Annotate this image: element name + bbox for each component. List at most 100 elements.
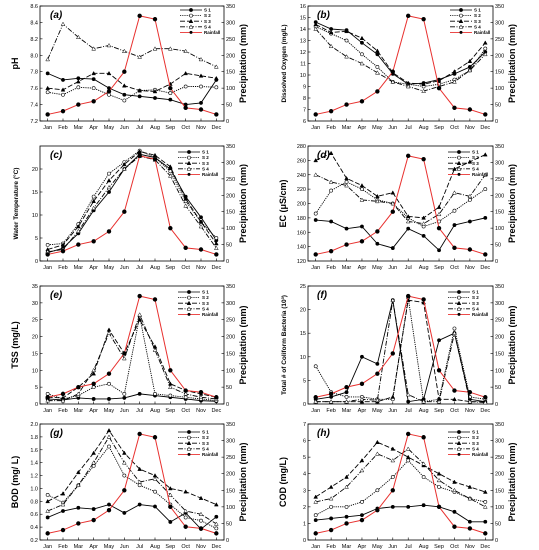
y-tick-label: 1.4 (30, 461, 38, 467)
rainfall-point (483, 531, 488, 536)
x-tick-label: Oct (181, 544, 190, 550)
data-point (198, 56, 204, 62)
data-point (390, 504, 395, 509)
y-tick-label: 1 (303, 521, 306, 527)
data-point (137, 502, 142, 507)
data-point (122, 391, 127, 396)
rainfall-point (359, 381, 365, 386)
right-tick-label: 100 (495, 505, 504, 511)
series-line (47, 316, 217, 402)
data-point (168, 173, 173, 178)
x-tick-label: Dec (480, 265, 490, 271)
panel-label: (b) (317, 10, 330, 21)
x-tick-label: May (104, 125, 115, 131)
data-point (91, 371, 96, 376)
legend-label: Rainfall (202, 312, 218, 317)
data-point (344, 399, 349, 404)
data-point (405, 446, 411, 451)
series-line (315, 504, 486, 523)
data-point (344, 504, 349, 509)
data-point (344, 28, 349, 34)
data-point (467, 219, 472, 224)
legend-marker (187, 312, 191, 316)
rainfall-point (406, 431, 411, 437)
rainfall-point (467, 526, 473, 531)
rainfall-point (359, 239, 365, 244)
y-tick-label: 8.6 (30, 4, 38, 10)
x-tick-label: Apr (89, 408, 98, 414)
data-point (313, 21, 319, 27)
y-tick-label: 10 (300, 355, 306, 361)
rainfall-point (313, 395, 318, 400)
x-tick-label: Jun (120, 544, 129, 550)
data-point (421, 503, 426, 508)
y-tick-label: 35 (32, 284, 38, 290)
rainfall-point (106, 507, 112, 513)
legend-marker (456, 166, 462, 171)
rainfall-point (91, 517, 96, 523)
y-tick-label: 1.8 (30, 435, 38, 441)
y-tick-label: 7.6 (30, 86, 38, 92)
rainfall-line (315, 155, 486, 255)
legend-label: S 2 (204, 13, 211, 18)
data-point (76, 224, 81, 229)
right-tick-label: 200 (226, 53, 235, 59)
data-point (60, 242, 66, 247)
legend-marker (188, 18, 194, 23)
plot-frame (307, 285, 494, 405)
rainfall-point (375, 507, 380, 513)
x-tick-label: Jan (311, 544, 320, 550)
y-tick-label: 120 (297, 259, 306, 265)
rainfall-point (313, 112, 318, 117)
right-tick-label: 100 (226, 226, 235, 232)
right-tick-label: 150 (495, 351, 504, 357)
x-tick-label: Aug (150, 125, 160, 131)
y-tick-label: 1.6 (30, 448, 38, 454)
series-line (315, 181, 486, 227)
legend-label: Rainfall (204, 30, 220, 35)
data-point (405, 219, 411, 224)
data-point (360, 52, 364, 57)
data-point (406, 458, 411, 463)
rainfall-point (137, 293, 142, 299)
data-point (405, 392, 411, 397)
right-tick-label: 150 (495, 70, 504, 76)
data-point (359, 61, 365, 66)
rainfall-point (375, 89, 380, 94)
legend-marker (187, 435, 191, 440)
right-tick-label: 0 (226, 119, 229, 125)
data-point (106, 70, 112, 76)
right-tick-label: 0 (226, 259, 229, 265)
data-point (214, 514, 219, 519)
y-tick-label: 200 (297, 202, 306, 208)
y-tick-label: 15 (32, 351, 38, 357)
data-point (313, 513, 318, 518)
data-point (313, 157, 319, 163)
right-axis-label: Precipitation (mm) (507, 24, 517, 103)
data-point (76, 482, 81, 487)
rainfall-point (406, 153, 411, 159)
data-point (328, 43, 334, 49)
data-point (152, 46, 158, 51)
legend-marker (187, 295, 191, 300)
right-tick-label: 200 (226, 193, 235, 199)
right-tick-label: 50 (226, 103, 232, 109)
x-tick-label: Nov (465, 408, 475, 414)
x-tick-label: Feb (326, 125, 335, 131)
rainfall-point (168, 504, 173, 510)
right-tick-label: 250 (495, 37, 504, 43)
x-tick-label: Sep (165, 544, 175, 550)
y-tick-label: 20 (32, 335, 38, 341)
x-tick-label: Dec (211, 125, 221, 131)
right-tick-label: 250 (226, 455, 235, 461)
data-point (122, 396, 127, 400)
rainfall-point (91, 99, 96, 104)
y-tick-label: 15 (300, 331, 306, 337)
right-axis-label: Precipitation (mm) (238, 305, 248, 384)
data-point (183, 48, 188, 53)
data-point (198, 73, 204, 78)
data-point (45, 242, 50, 247)
right-tick-label: 50 (495, 521, 501, 527)
y-tick-label: 7.8 (30, 70, 38, 76)
x-tick-label: Jul (136, 125, 143, 131)
